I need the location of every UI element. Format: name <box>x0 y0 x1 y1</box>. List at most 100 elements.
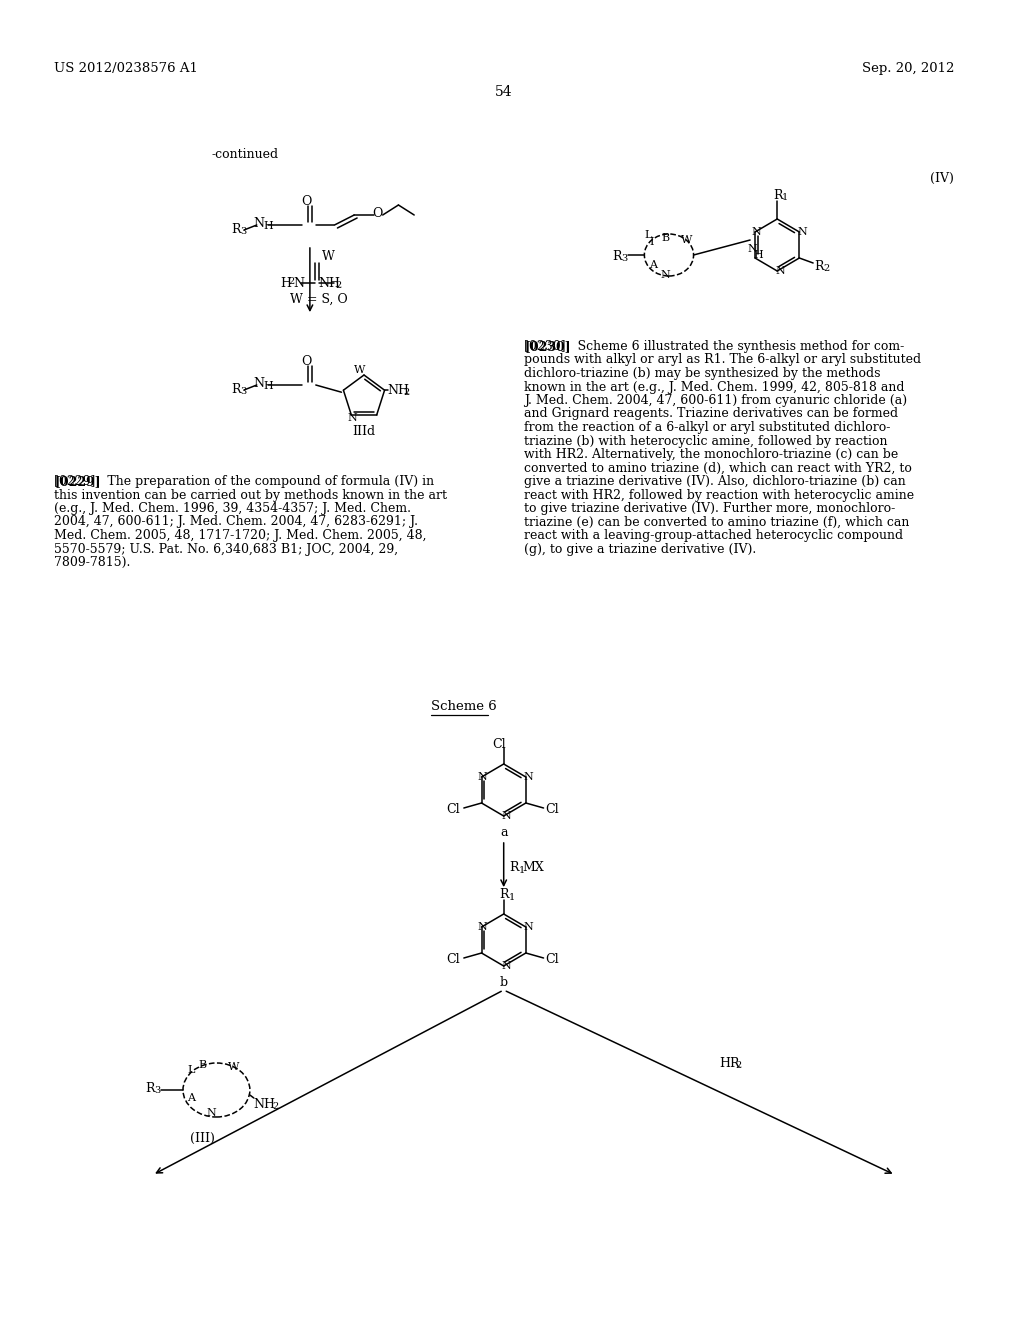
Text: N: N <box>254 378 265 389</box>
Text: R: R <box>231 383 241 396</box>
Text: Cl: Cl <box>546 953 559 966</box>
Text: H: H <box>263 220 273 231</box>
Text: this invention can be carried out by methods known in the art: this invention can be carried out by met… <box>54 488 447 502</box>
Text: b: b <box>500 975 508 989</box>
Text: (III): (III) <box>190 1133 215 1144</box>
Text: NH: NH <box>387 384 410 397</box>
Text: 3: 3 <box>621 253 627 263</box>
Text: H: H <box>263 381 273 391</box>
Text: give a triazine derivative (IV). Also, dichloro-triazine (b) can: give a triazine derivative (IV). Also, d… <box>524 475 906 488</box>
Text: H: H <box>753 249 763 260</box>
Text: 2: 2 <box>288 277 295 286</box>
Text: 7809-7815).: 7809-7815). <box>54 556 130 569</box>
Text: [0229]   The preparation of the compound of formula (IV) in: [0229] The preparation of the compound o… <box>54 475 434 488</box>
Text: 1: 1 <box>518 866 524 875</box>
Text: Cl: Cl <box>492 738 506 751</box>
Text: N: N <box>477 772 487 781</box>
Text: triazine (e) can be converted to amino triazine (f), which can: triazine (e) can be converted to amino t… <box>524 516 909 528</box>
Text: Med. Chem. 2005, 48, 1717-1720; J. Med. Chem. 2005, 48,: Med. Chem. 2005, 48, 1717-1720; J. Med. … <box>54 529 427 543</box>
Text: Sep. 20, 2012: Sep. 20, 2012 <box>862 62 954 75</box>
Text: -continued: -continued <box>212 148 279 161</box>
Text: I: I <box>649 238 653 247</box>
Text: pounds with alkyl or aryl as R1. The 6-alkyl or aryl substituted: pounds with alkyl or aryl as R1. The 6-a… <box>524 354 922 367</box>
Text: N: N <box>502 810 511 821</box>
Text: [0230]   Scheme 6 illustrated the synthesis method for com-: [0230] Scheme 6 illustrated the synthesi… <box>524 341 904 352</box>
Text: B: B <box>660 234 669 243</box>
Text: react with HR2, followed by reaction with heterocyclic amine: react with HR2, followed by reaction wit… <box>524 488 914 502</box>
Text: N: N <box>524 772 534 781</box>
Text: 3: 3 <box>240 227 247 236</box>
Text: N: N <box>660 271 670 280</box>
Text: N: N <box>775 267 785 276</box>
Text: 2004, 47, 600-611; J. Med. Chem. 2004, 47, 6283-6291; J.: 2004, 47, 600-611; J. Med. Chem. 2004, 4… <box>54 516 418 528</box>
Text: US 2012/0238576 A1: US 2012/0238576 A1 <box>54 62 198 75</box>
Text: R: R <box>612 249 622 263</box>
Text: W: W <box>228 1063 240 1072</box>
Text: R: R <box>231 223 241 236</box>
Text: (e.g., J. Med. Chem. 1996, 39, 4354-4357; J. Med. Chem.: (e.g., J. Med. Chem. 1996, 39, 4354-4357… <box>54 502 411 515</box>
Text: W: W <box>354 366 366 375</box>
Text: N: N <box>293 277 304 290</box>
Text: N: N <box>748 244 757 253</box>
Text: HR: HR <box>719 1057 739 1071</box>
Text: N: N <box>502 961 511 972</box>
Text: IIId: IIId <box>352 425 376 438</box>
Text: N: N <box>752 227 761 238</box>
Text: (g), to give a triazine derivative (IV).: (g), to give a triazine derivative (IV). <box>524 543 757 556</box>
Text: with HR2. Alternatively, the monochloro-triazine (c) can be: with HR2. Alternatively, the monochloro-… <box>524 447 899 461</box>
Text: dichloro-triazine (b) may be synthesized by the methods: dichloro-triazine (b) may be synthesized… <box>524 367 881 380</box>
Text: W = S, O: W = S, O <box>290 293 348 306</box>
Text: Cl: Cl <box>546 803 559 816</box>
Text: O: O <box>301 355 311 368</box>
Text: 2: 2 <box>272 1102 279 1111</box>
Text: (IV): (IV) <box>930 172 953 185</box>
Text: N: N <box>254 216 265 230</box>
Text: [0229]: [0229] <box>54 475 100 488</box>
Text: B: B <box>199 1060 207 1071</box>
Text: W: W <box>681 235 692 246</box>
Text: 2: 2 <box>403 388 410 397</box>
Text: N: N <box>207 1107 216 1118</box>
Text: N: N <box>798 227 807 238</box>
Text: and Grignard reagents. Triazine derivatives can be formed: and Grignard reagents. Triazine derivati… <box>524 408 898 421</box>
Text: N: N <box>477 921 487 932</box>
Text: react with a leaving-group-attached heterocyclic compound: react with a leaving-group-attached hete… <box>524 529 903 543</box>
Text: MX: MX <box>522 861 544 874</box>
Text: a: a <box>500 826 508 840</box>
Text: 2: 2 <box>735 1061 741 1071</box>
Text: O: O <box>372 207 382 220</box>
Text: R: R <box>773 189 782 202</box>
Text: from the reaction of a 6-alkyl or aryl substituted dichloro-: from the reaction of a 6-alkyl or aryl s… <box>524 421 891 434</box>
Text: L: L <box>187 1065 195 1074</box>
Text: 54: 54 <box>495 84 513 99</box>
Text: J. Med. Chem. 2004, 47, 600-611) from cyanuric chloride (a): J. Med. Chem. 2004, 47, 600-611) from cy… <box>524 393 907 407</box>
Text: Scheme 6: Scheme 6 <box>431 700 497 713</box>
Text: R: R <box>510 861 519 874</box>
Text: NH: NH <box>254 1098 275 1111</box>
Text: 3: 3 <box>240 387 247 396</box>
Text: known in the art (e.g., J. Med. Chem. 1999, 42, 805-818 and: known in the art (e.g., J. Med. Chem. 19… <box>524 380 905 393</box>
Text: triazine (b) with heterocyclic amine, followed by reaction: triazine (b) with heterocyclic amine, fo… <box>524 434 888 447</box>
Text: N: N <box>347 413 357 422</box>
Text: Cl: Cl <box>446 803 460 816</box>
Text: to give triazine derivative (IV). Further more, monochloro-: to give triazine derivative (IV). Furthe… <box>524 502 896 515</box>
Text: R: R <box>500 888 509 902</box>
Text: A: A <box>649 260 657 271</box>
Text: N: N <box>524 921 534 932</box>
Text: 1: 1 <box>782 193 788 202</box>
Text: Cl: Cl <box>446 953 460 966</box>
Text: H: H <box>281 277 292 290</box>
Text: [0230]: [0230] <box>524 341 571 352</box>
Text: L: L <box>644 230 651 240</box>
Text: converted to amino triazine (d), which can react with YR2, to: converted to amino triazine (d), which c… <box>524 462 912 474</box>
Text: A: A <box>187 1093 195 1104</box>
Text: 5570-5579; U.S. Pat. No. 6,340,683 B1; JOC, 2004, 29,: 5570-5579; U.S. Pat. No. 6,340,683 B1; J… <box>54 543 398 556</box>
Text: R: R <box>814 260 823 273</box>
Text: 1: 1 <box>509 894 515 902</box>
Text: 2: 2 <box>823 264 829 273</box>
Text: NH: NH <box>318 277 341 290</box>
Text: 2: 2 <box>336 281 342 290</box>
Text: 3: 3 <box>155 1086 161 1096</box>
Text: O: O <box>301 195 311 209</box>
Text: W: W <box>322 249 335 263</box>
